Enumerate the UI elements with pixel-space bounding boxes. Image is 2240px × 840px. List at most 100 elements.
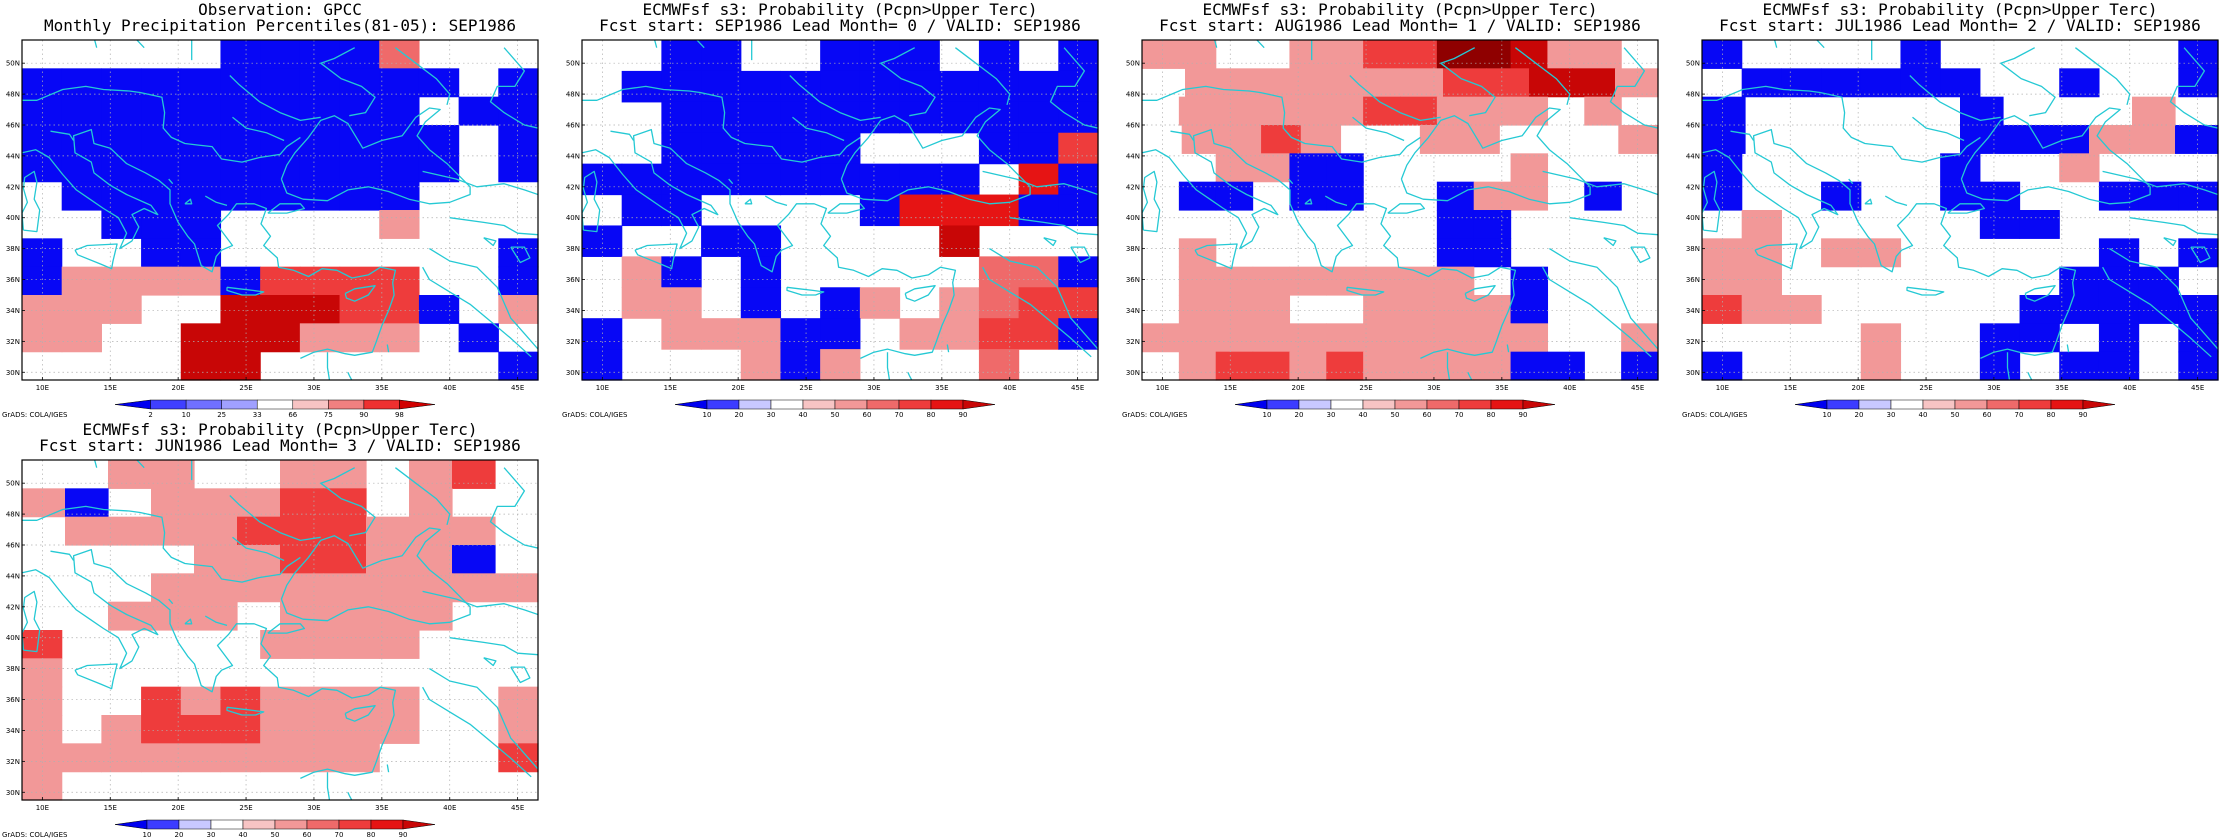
grid-cell — [151, 488, 195, 518]
lat-tick-label: 32N — [6, 338, 20, 346]
coastline — [74, 243, 118, 270]
lat-tick-label: 34N — [566, 307, 580, 315]
colorbar-segment — [2050, 399, 2084, 410]
probability-map: 30N 32N 34N 36N 38N 40N 42N 44N 46N 48N 50N 10E 15E 2… — [6, 459, 539, 839]
grid-cell — [1860, 68, 1902, 98]
colorbar-segment — [866, 399, 900, 410]
coastline — [582, 0, 756, 9]
grid-cell — [1221, 125, 1262, 154]
grid-cell — [151, 601, 195, 631]
coastline — [22, 170, 41, 233]
grid-cell — [1860, 323, 1902, 353]
colorbar-segment — [1794, 399, 1828, 410]
lat-tick-label: 38N — [6, 665, 20, 673]
grid-cell — [61, 181, 102, 211]
coastline — [2000, 47, 2056, 117]
grid-cell — [621, 287, 662, 319]
lon-tick-label: 35E — [935, 384, 948, 392]
grid-cell — [101, 743, 142, 773]
coastline — [946, 344, 950, 353]
grid-cell — [1289, 351, 1327, 381]
coastline — [880, 47, 936, 117]
grid-cell — [740, 163, 782, 196]
grid-cell — [379, 295, 420, 324]
grid-cell — [379, 210, 420, 239]
grid-cell — [180, 686, 222, 716]
lat-tick-label: 50N — [6, 60, 20, 68]
coastline — [1387, 203, 1426, 214]
lon-tick-label: 25E — [1919, 384, 1932, 392]
map-frame — [1701, 39, 2219, 381]
grid-cell — [859, 70, 901, 103]
grid-cell — [1363, 96, 1401, 126]
colorbar-label: 50 — [271, 831, 280, 839]
grid-cell — [498, 238, 539, 268]
coastline — [1657, 369, 1658, 370]
probability-map: 30N 32N 34N 36N 38N 40N 42N 44N 46N 48N 50N 10E 15E 2… — [1126, 39, 1659, 419]
colorbar-label: 70 — [1455, 411, 1464, 419]
grid-cell — [418, 125, 460, 154]
coastline — [1170, 130, 1195, 141]
coastline — [280, 107, 471, 205]
grid-cell — [1436, 238, 1475, 268]
lat-tick-label: 36N — [1686, 276, 1700, 284]
colorbar-segment — [256, 399, 294, 410]
colorbar-segment — [402, 819, 436, 830]
coastline — [989, 248, 1098, 350]
grid-cell — [108, 516, 152, 546]
grid-cell — [379, 40, 420, 69]
lon-tick-label: 30E — [307, 384, 320, 392]
grid-cell — [22, 266, 63, 296]
grid-cell — [141, 238, 182, 268]
grid-cell — [339, 68, 380, 98]
colorbar-segment — [399, 399, 436, 410]
grid-cell — [22, 96, 63, 126]
coastline — [320, 467, 376, 537]
coastline — [22, 548, 397, 779]
grid-cell — [1473, 351, 1512, 381]
coastline — [1884, 195, 1908, 207]
grid-cell — [141, 743, 182, 773]
grid-cell — [141, 153, 182, 183]
coastline — [1311, 40, 1313, 61]
grid-cell — [194, 573, 238, 603]
coastline — [422, 266, 532, 358]
lat-tick-label: 48N — [566, 91, 580, 99]
grid-cell — [2098, 181, 2140, 211]
colorbar-segment — [1954, 399, 1988, 410]
grid-cell — [740, 318, 782, 350]
grads-credit: GrADS: COLA/IGES — [1122, 411, 1188, 419]
grid-cell — [323, 516, 367, 546]
coastline — [2102, 170, 2218, 196]
grid-cell — [366, 601, 410, 631]
grid-cell — [1289, 153, 1327, 183]
grid-cell — [61, 68, 102, 98]
grid-cell — [1289, 96, 1327, 126]
grid-cell — [1326, 351, 1364, 381]
grid-cell — [2178, 238, 2219, 268]
grid-cell — [61, 96, 102, 126]
grid-cell — [2098, 323, 2140, 353]
colorbar-segment — [706, 399, 740, 410]
lat-tick-label: 48N — [1126, 91, 1140, 99]
grid-cell — [194, 488, 238, 518]
grid-cell — [978, 40, 1020, 72]
panel-title-line2: Fcst start: JUL1986 Lead Month= 2 / VALI… — [1719, 16, 2201, 35]
grid-cell — [237, 545, 281, 574]
coastline — [1754, 243, 1798, 270]
lat-tick-label: 50N — [1686, 60, 1700, 68]
grid-cell — [1058, 163, 1099, 196]
grid-cell — [1178, 266, 1217, 296]
grid-cell — [939, 287, 980, 319]
lat-tick-label: 30N — [6, 369, 20, 377]
grid-cell — [22, 488, 66, 518]
grid-cell — [498, 266, 539, 296]
lon-tick-label: 10E — [1716, 384, 1729, 392]
coastline — [2163, 237, 2177, 247]
coastline — [1324, 195, 1348, 207]
grid-cell — [101, 68, 142, 98]
coastline-layer — [1142, 40, 1658, 380]
coastline — [1702, 85, 1981, 163]
coastline — [1464, 285, 1496, 302]
lat-tick-label: 42N — [566, 183, 580, 191]
